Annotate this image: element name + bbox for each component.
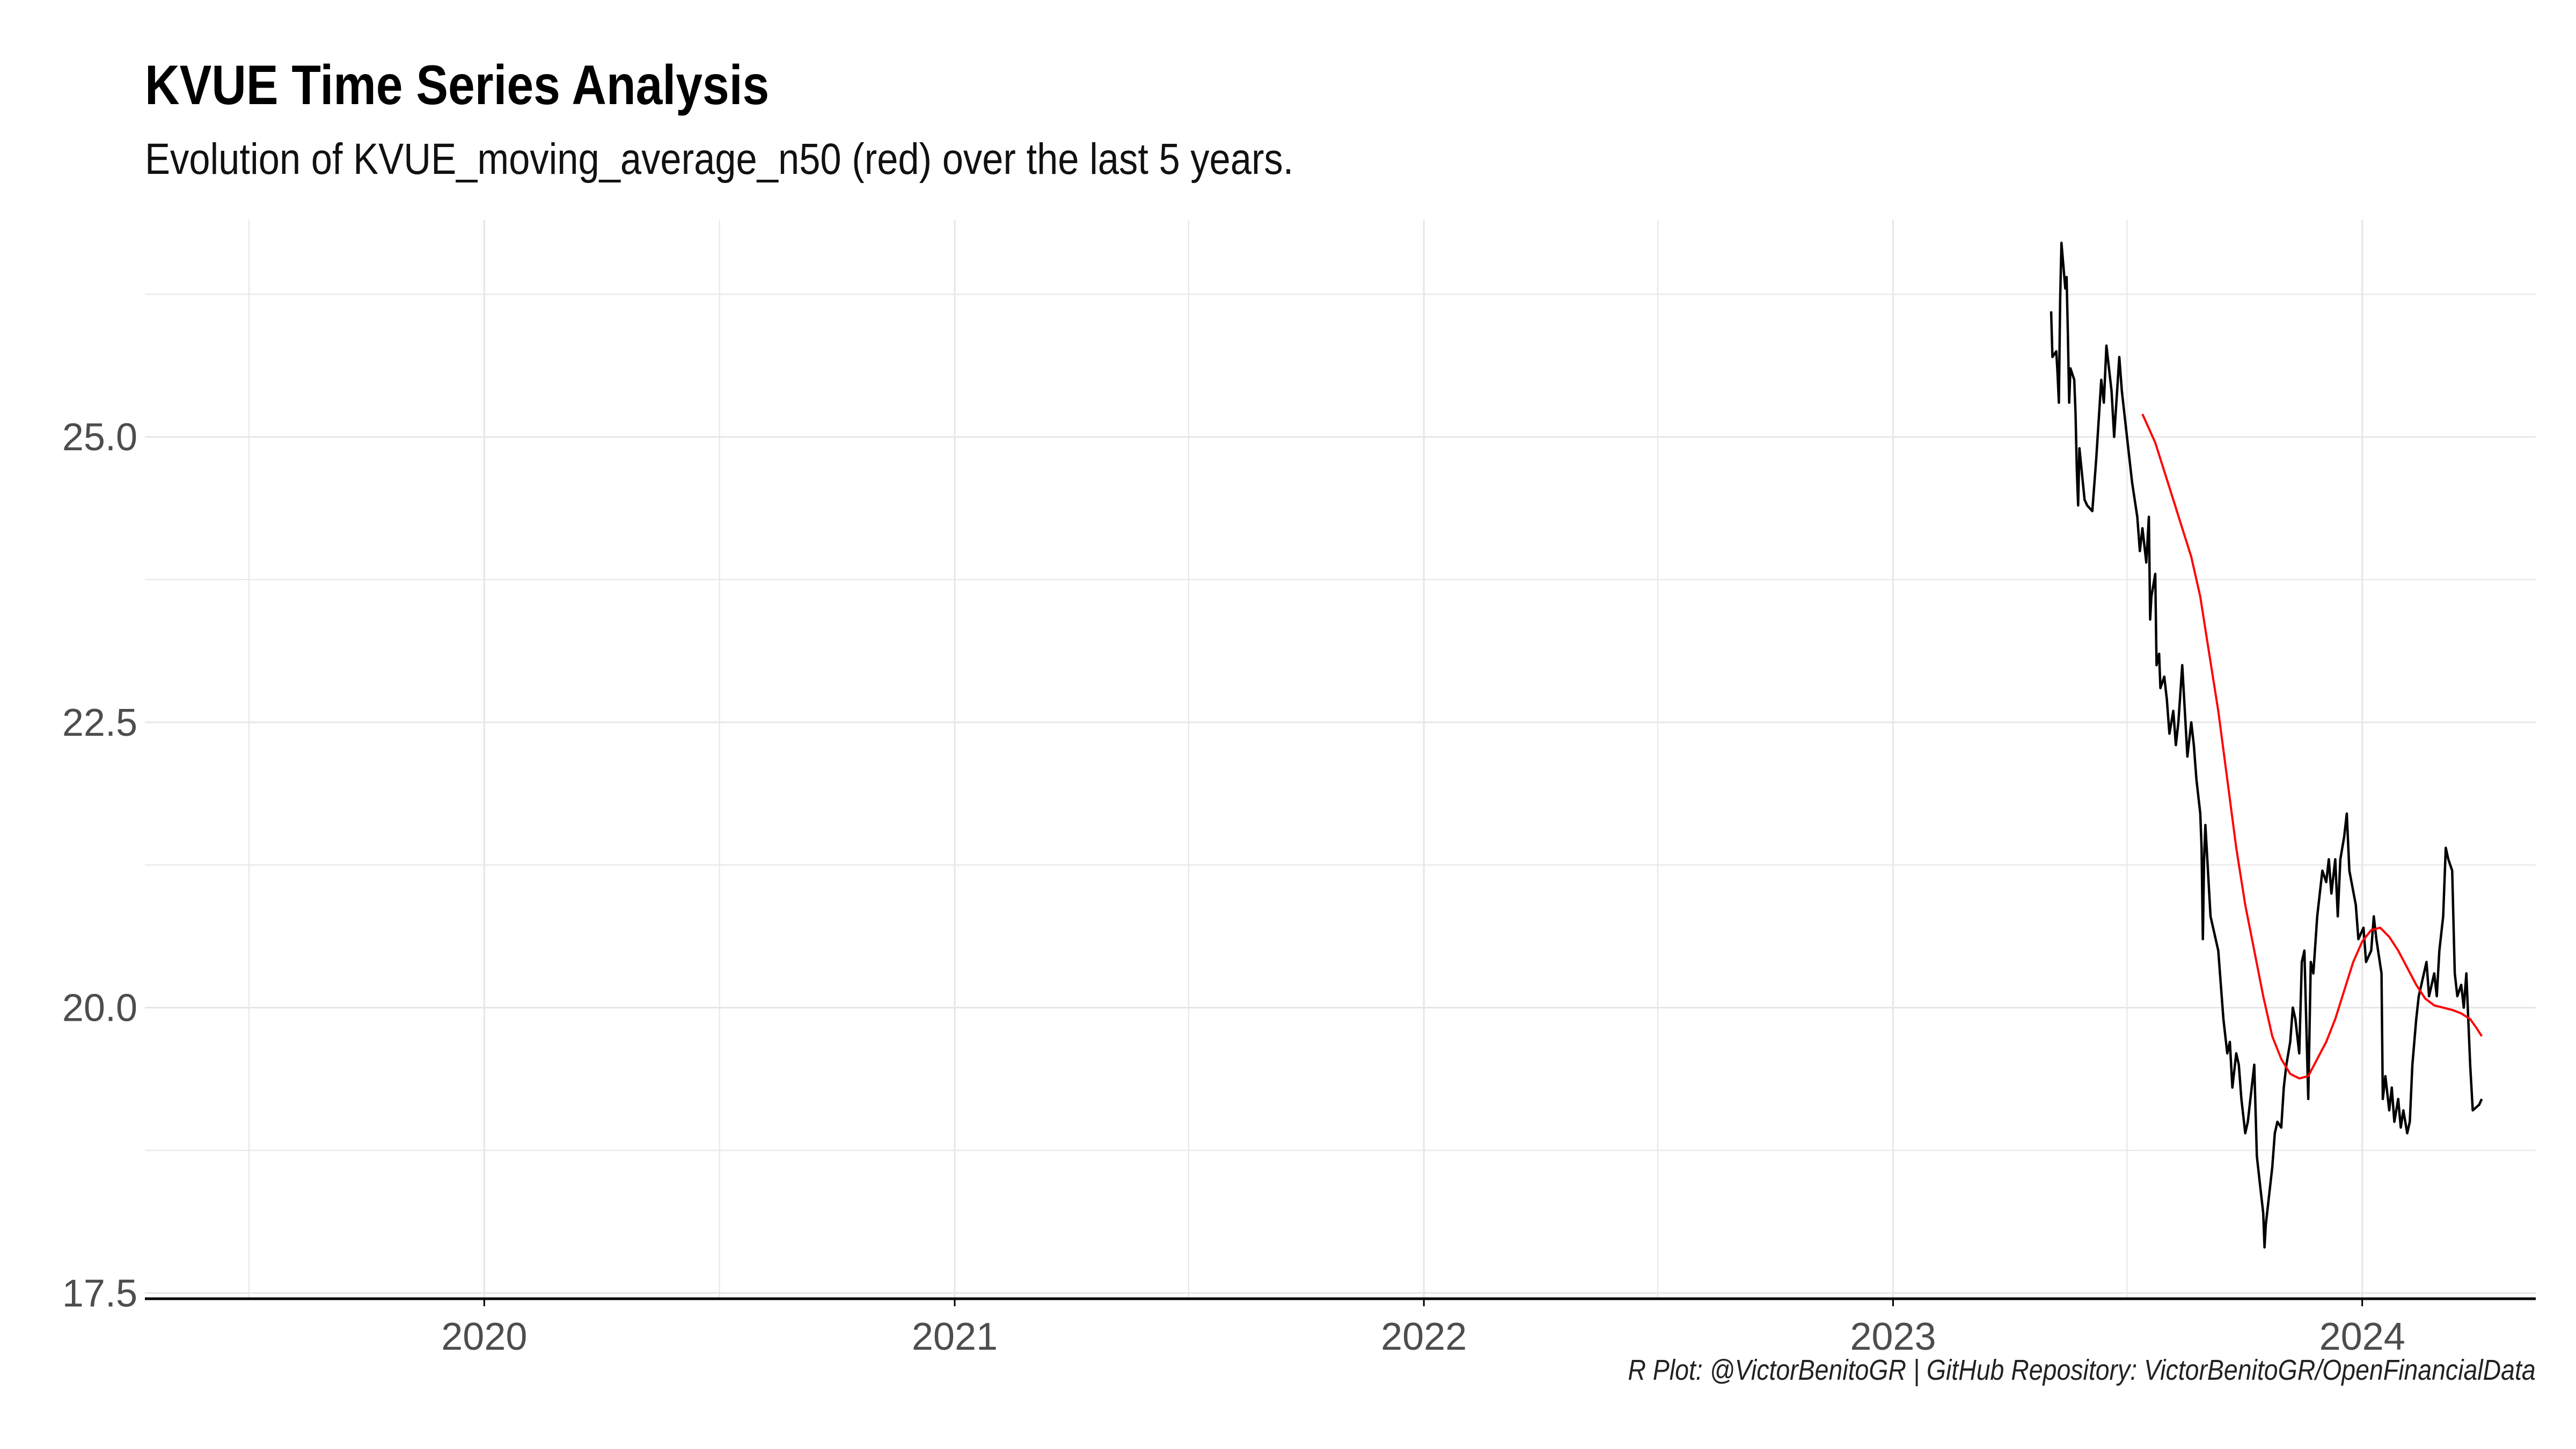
x-tick-label: 2022 bbox=[1381, 1315, 1467, 1358]
x-tick-label: 2024 bbox=[2319, 1315, 2405, 1358]
x-tick-label: 2021 bbox=[912, 1315, 998, 1358]
x-tick-label: 2023 bbox=[1850, 1315, 1936, 1358]
axes: 17.5 20.0 22.5 25.0 2020 2021 2022 2023 2024 bbox=[62, 416, 2536, 1358]
y-tick-label: 20.0 bbox=[62, 987, 137, 1030]
y-tick-label: 25.0 bbox=[62, 416, 137, 459]
grid-lines bbox=[145, 220, 2536, 1299]
y-tick-label: 17.5 bbox=[62, 1272, 137, 1315]
moving-average-series-line bbox=[2141, 413, 2483, 1080]
price-series-line bbox=[2050, 241, 2483, 1249]
chart-title: KVUE Time Series Analysis bbox=[145, 54, 770, 116]
y-tick-label: 22.5 bbox=[62, 701, 137, 744]
series-layer bbox=[2050, 241, 2483, 1249]
x-tick-label: 2020 bbox=[441, 1315, 527, 1358]
chart-subtitle: Evolution of KVUE_moving_average_n50 (re… bbox=[145, 135, 1294, 184]
source-caption: R Plot: @VictorBenitoGR | GitHub Reposit… bbox=[1628, 1354, 2536, 1386]
